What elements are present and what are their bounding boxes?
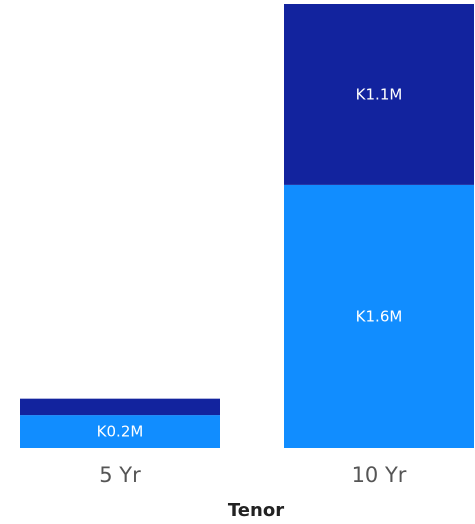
x-axis-title: Tenor <box>228 500 284 521</box>
x-tick-label: 5 Yr <box>99 463 141 487</box>
x-axis-ticks: 5 Yr 10 Yr <box>99 463 407 487</box>
data-label: K1.1M <box>356 85 403 103</box>
bar-segment-10-yr-series-1 <box>284 184 474 448</box>
bar-segment-10-yr-series-2 <box>284 4 474 185</box>
bars-layer <box>20 4 474 448</box>
bar-labels-layer: K0.2M K1.6M K1.1M <box>97 85 403 440</box>
x-tick-label: 10 Yr <box>352 463 407 487</box>
data-label: K1.6M <box>356 307 403 325</box>
data-label: K0.2M <box>97 423 144 441</box>
bar-segment-5-yr-series-1 <box>20 415 220 448</box>
bar-segment-5-yr-series-2 <box>20 398 220 416</box>
